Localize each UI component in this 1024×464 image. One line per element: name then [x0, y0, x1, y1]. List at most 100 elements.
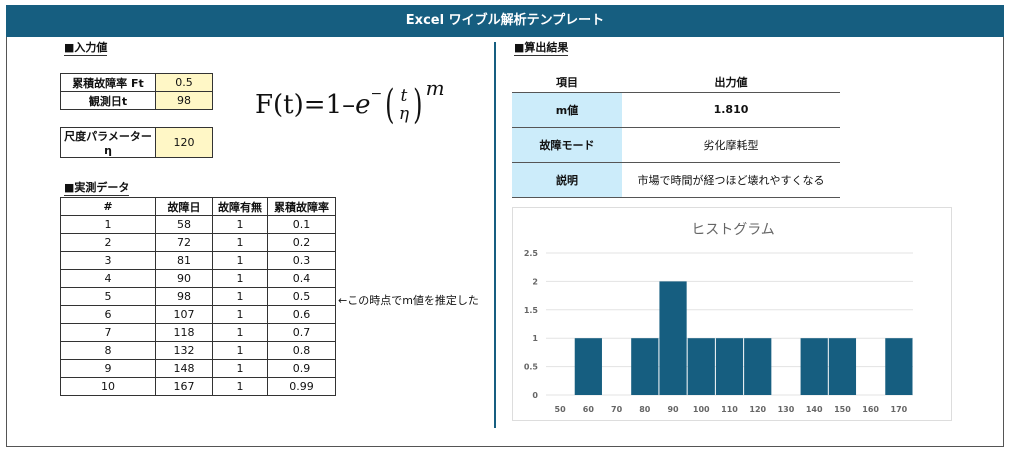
data-section-title: ■実測データ: [64, 181, 130, 196]
x-tick-label: 160: [862, 405, 879, 414]
x-tick-label: 60: [583, 405, 595, 414]
table-cell[interactable]: 58: [155, 215, 213, 234]
table-cell[interactable]: 1: [212, 323, 268, 342]
eta-label: 尺度パラメーターη: [60, 127, 156, 158]
x-tick-label: 100: [693, 405, 710, 414]
table-cell[interactable]: 1: [212, 341, 268, 360]
table-cell[interactable]: 7: [60, 323, 156, 342]
m-value-label: m値: [512, 92, 622, 128]
y-tick-label: 0.5: [524, 363, 539, 372]
table-cell[interactable]: 3: [60, 251, 156, 270]
failure-mode-label: 故障モード: [512, 127, 622, 163]
table-cell[interactable]: 5: [60, 287, 156, 306]
y-tick-label: 1: [532, 334, 538, 343]
table-cell[interactable]: 0.2: [267, 233, 336, 252]
formula-exp: m: [425, 76, 445, 100]
formula-minus: −: [370, 86, 383, 102]
table-cell[interactable]: 1: [60, 215, 156, 234]
x-tick-label: 80: [639, 405, 651, 414]
y-tick-label: 2: [532, 277, 538, 286]
table-cell[interactable]: 4: [60, 269, 156, 288]
table-cell[interactable]: 132: [155, 341, 213, 360]
x-tick-label: 70: [611, 405, 623, 414]
table-cell[interactable]: 0.5: [267, 287, 336, 306]
table-cell[interactable]: 81: [155, 251, 213, 270]
m-value: 1.810: [622, 92, 840, 128]
x-tick-label: 130: [778, 405, 795, 414]
table-cell[interactable]: 1: [212, 251, 268, 270]
table-cell[interactable]: 1: [212, 359, 268, 378]
table-cell[interactable]: 1: [212, 305, 268, 324]
table-cell[interactable]: 1: [212, 269, 268, 288]
y-tick-label: 2.5: [524, 249, 539, 258]
table-row: 10 167 1 0.99: [60, 377, 336, 396]
table-cell[interactable]: 0.4: [267, 269, 336, 288]
col-header: 故障日: [155, 197, 213, 216]
table-cell[interactable]: 6: [60, 305, 156, 324]
table-cell[interactable]: 0.8: [267, 341, 336, 360]
formula-one: 1–: [325, 90, 356, 120]
table-cell[interactable]: 1: [212, 287, 268, 306]
table-row: 8 132 1 0.8: [60, 341, 336, 360]
table-cell[interactable]: 107: [155, 305, 213, 324]
table-cell[interactable]: 0.3: [267, 251, 336, 270]
table-cell[interactable]: 0.99: [267, 377, 336, 396]
x-tick-label: 150: [834, 405, 851, 414]
input-section-title: ■入力値: [64, 41, 108, 56]
table-row: 7 118 1 0.7: [60, 323, 336, 342]
result-section-title: ■算出結果: [514, 41, 569, 56]
histogram-bar: [715, 338, 744, 395]
table-row: 1 58 1 0.1: [60, 215, 336, 234]
formula-den: η: [398, 104, 410, 124]
table-cell[interactable]: 118: [155, 323, 213, 342]
x-tick-label: 110: [721, 405, 738, 414]
t-input[interactable]: 98: [155, 91, 213, 110]
x-tick-label: 170: [891, 405, 908, 414]
col-header: 故障有無: [212, 197, 268, 216]
y-tick-label: 1.5: [524, 306, 539, 315]
col-header: 出力値: [622, 73, 840, 93]
x-tick-label: 140: [806, 405, 823, 414]
formula-eq: =: [303, 90, 326, 120]
table-cell[interactable]: 1: [212, 233, 268, 252]
table-cell[interactable]: 0.1: [267, 215, 336, 234]
table-cell[interactable]: 72: [155, 233, 213, 252]
histogram-chart[interactable]: ヒストグラム 0 0.5 1 1.5 2 2.5 50 60 70 80 90 100 110 120 13…: [512, 207, 952, 421]
table-cell[interactable]: 148: [155, 359, 213, 378]
chart-title: ヒストグラム: [691, 222, 775, 238]
table-header: # 故障日 故障有無 累積故障率: [60, 197, 336, 216]
table-cell[interactable]: 0.6: [267, 305, 336, 324]
page-title: Excel ワイブル解析テンプレート: [6, 5, 1004, 37]
col-header: 累積故障率: [267, 197, 336, 216]
table-cell[interactable]: 2: [60, 233, 156, 252]
table-cell[interactable]: 167: [155, 377, 213, 396]
divider: [494, 42, 496, 428]
table-cell[interactable]: 9: [60, 359, 156, 378]
table-row: 9 148 1 0.9: [60, 359, 336, 378]
table-cell[interactable]: 0.9: [267, 359, 336, 378]
ft-label: 累積故障率 Ft: [60, 73, 156, 92]
table-cell[interactable]: 10: [60, 377, 156, 396]
histogram-bar: [828, 338, 857, 395]
table-cell[interactable]: 8: [60, 341, 156, 360]
table-cell[interactable]: 0.7: [267, 323, 336, 342]
x-tick-label: 120: [749, 405, 766, 414]
y-tick-label: 0: [532, 391, 538, 400]
table-cell[interactable]: 1: [212, 377, 268, 396]
table-cell[interactable]: 1: [212, 215, 268, 234]
eta-table: 尺度パラメーターη 120: [60, 127, 213, 158]
formula-lhs: F(t): [255, 90, 304, 120]
table-cell[interactable]: 98: [155, 287, 213, 306]
histogram-bar: [659, 281, 687, 395]
eta-input[interactable]: 120: [155, 127, 213, 158]
input-table: 累積故障率 Ft 0.5 観測日t 98: [60, 73, 213, 110]
formula-num: t: [400, 86, 408, 106]
histogram-bar: [574, 338, 602, 395]
ft-input[interactable]: 0.5: [155, 73, 213, 92]
result-table: 項目 出力値 m値 1.810 故障モード 劣化摩耗型 説明 市場で時間が経つほど壊れや…: [512, 73, 840, 198]
x-tick-label: 90: [667, 405, 679, 414]
histogram-bar: [885, 338, 913, 395]
data-table: # 故障日 故障有無 累積故障率 1 58 1 0.1 2 72 1 0.2 3 81 1 0.3 4 9…: [60, 197, 336, 396]
histogram-bar: [744, 338, 772, 395]
table-cell[interactable]: 90: [155, 269, 213, 288]
